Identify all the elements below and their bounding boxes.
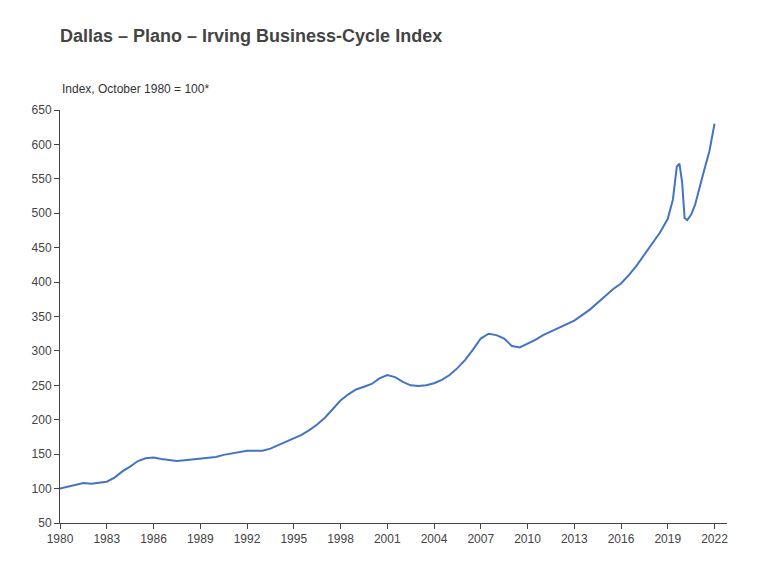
- svg-text:1980: 1980: [47, 532, 74, 546]
- svg-text:1983: 1983: [93, 532, 120, 546]
- svg-text:Dallas – Plano – Irving Busine: Dallas – Plano – Irving Business-Cycle I…: [60, 26, 442, 46]
- svg-text:50: 50: [38, 516, 52, 530]
- svg-text:2001: 2001: [374, 532, 401, 546]
- svg-text:100: 100: [32, 482, 52, 496]
- svg-text:2004: 2004: [421, 532, 448, 546]
- svg-text:350: 350: [32, 310, 52, 324]
- svg-text:600: 600: [32, 138, 52, 152]
- svg-text:2022: 2022: [701, 532, 728, 546]
- svg-text:250: 250: [32, 379, 52, 393]
- svg-text:Index, October 1980 = 100*: Index, October 1980 = 100*: [62, 82, 209, 96]
- svg-text:1992: 1992: [234, 532, 261, 546]
- svg-text:2013: 2013: [561, 532, 588, 546]
- svg-text:300: 300: [32, 344, 52, 358]
- svg-text:150: 150: [32, 447, 52, 461]
- svg-text:650: 650: [32, 103, 52, 117]
- svg-text:2010: 2010: [514, 532, 541, 546]
- svg-text:550: 550: [32, 172, 52, 186]
- svg-text:200: 200: [32, 413, 52, 427]
- svg-text:1998: 1998: [327, 532, 354, 546]
- svg-text:500: 500: [32, 206, 52, 220]
- svg-text:1989: 1989: [187, 532, 214, 546]
- svg-text:1995: 1995: [280, 532, 307, 546]
- svg-text:400: 400: [32, 275, 52, 289]
- svg-text:2019: 2019: [654, 532, 681, 546]
- svg-text:450: 450: [32, 241, 52, 255]
- svg-text:2016: 2016: [608, 532, 635, 546]
- svg-text:2007: 2007: [467, 532, 494, 546]
- svg-text:1986: 1986: [140, 532, 167, 546]
